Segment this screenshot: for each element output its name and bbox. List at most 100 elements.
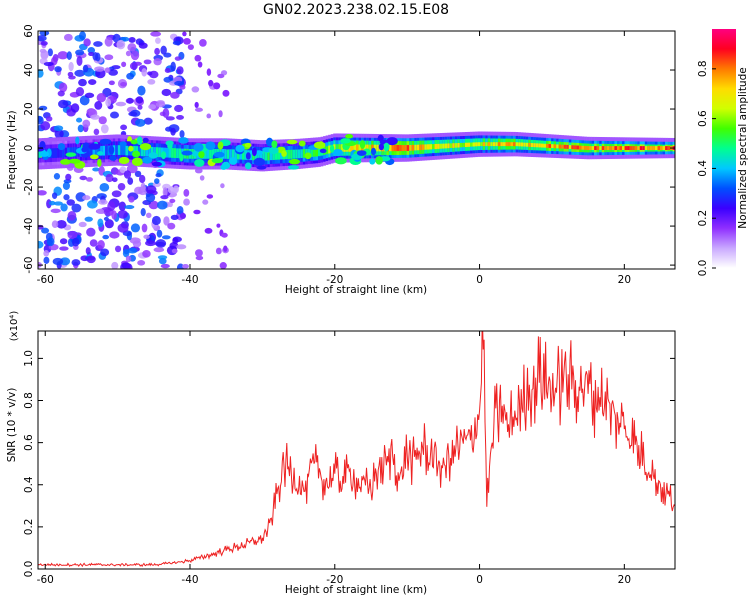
spectrogram-ridge-cell: [457, 143, 461, 148]
spectrogram-ridge-cell: [632, 146, 635, 150]
spectrogram-speckle: [157, 255, 168, 260]
spectrogram-speckle: [112, 33, 121, 43]
spectrogram-ridge-cell: [404, 145, 407, 151]
spectrogram-speckle: [160, 195, 169, 200]
spectrogram-x-tick-label: -40: [181, 274, 198, 286]
spectrogram-speckle: [176, 206, 184, 215]
snr-x-tick-label: -40: [181, 574, 198, 586]
spectrogram-speckle: [93, 128, 100, 136]
spectrogram-ridge-cell: [158, 147, 162, 158]
spectrogram-blob: [160, 151, 167, 160]
spectrogram-speckle: [67, 230, 78, 240]
spectrogram-ridge-cell: [497, 142, 501, 147]
spectrogram-blob: [228, 157, 238, 165]
spectrogram-speckle: [153, 247, 165, 253]
spectrogram-speckle: [143, 59, 152, 65]
spectrogram-speckle: [84, 92, 95, 98]
spectrogram-blob: [136, 136, 143, 146]
spectrogram-y-ticks: -60 -40 -20 0 20 40 60: [23, 24, 675, 274]
spectrogram-blob: [288, 158, 301, 165]
snr-series: [38, 331, 675, 568]
spectrogram-x-tick-label: -60: [37, 274, 54, 286]
spectrogram-speckle: [43, 256, 50, 265]
spectrogram-speckle: [92, 51, 99, 61]
spectrogram-speckle: [199, 175, 205, 181]
spectrogram-x-tick-label: 0: [476, 274, 483, 286]
spectrogram-ridge-cell: [624, 146, 628, 150]
spectrogram-speckle: [41, 227, 50, 234]
spectrogram-speckle: [58, 82, 68, 93]
spectrogram-blob: [217, 141, 224, 150]
spectrogram-y-tick-label: 40: [23, 63, 35, 76]
spectrogram-ridge-cell: [277, 150, 281, 160]
spectrogram-speckle: [130, 50, 140, 61]
spectrogram-speckle: [94, 101, 103, 110]
spectrogram-ridge-cell: [551, 144, 554, 149]
spectrogram-ridge-cell: [143, 146, 147, 157]
spectrogram-speckle: [53, 172, 61, 180]
spectrogram-ridge-cell: [295, 149, 299, 159]
spectrogram-ridge-cell: [558, 144, 562, 149]
spectrogram-speckle: [176, 244, 187, 250]
spectrogram-ridge-cell: [520, 142, 524, 147]
spectrogram-speckle: [143, 234, 150, 239]
spectrogram-speckle: [187, 44, 194, 50]
spectrogram-ridge-cell: [421, 144, 425, 150]
spectrogram-ridge-cell: [432, 144, 435, 150]
spectrogram-ridge-cell: [414, 144, 418, 151]
spectrogram-ridge-cell: [52, 148, 55, 159]
spectrogram-blob: [97, 158, 102, 168]
spectrogram-ridge-cell: [429, 144, 433, 150]
spectrogram-speckle: [82, 195, 91, 201]
spectrogram-speckle: [38, 115, 44, 125]
spectrogram-blob: [386, 137, 398, 146]
spectrogram-speckle: [79, 175, 88, 181]
spectrogram-ridge-cell: [581, 145, 585, 150]
spectrogram-speckle: [134, 170, 142, 178]
spectrogram-ridge-cell: [226, 149, 230, 159]
spectrogram-ridge-cell: [553, 144, 557, 149]
spectrogram-ridge-cell: [211, 149, 215, 159]
spectrogram-blob: [298, 140, 306, 147]
snr-x-tick-label: -20: [326, 574, 343, 586]
spectrogram-speckle: [197, 61, 203, 68]
spectrogram-blob: [109, 155, 117, 161]
spectrogram-ridge-cell: [464, 142, 468, 148]
spectrogram-ridge-cell: [627, 146, 630, 150]
spectrogram-ridge-cell: [502, 142, 506, 147]
spectrogram-speckle: [83, 38, 91, 47]
spectrogram-ridge-cell: [302, 149, 306, 158]
colorbar-tick-label: 0.4: [697, 160, 709, 177]
spectrogram-ridge-cell: [576, 145, 580, 150]
spectrogram-speckle: [79, 31, 86, 41]
spectrogram-speckle: [174, 56, 182, 61]
spectrogram-ridge-cell: [510, 142, 514, 147]
spectrogram-ridge-cell: [495, 142, 499, 147]
spectrogram-speckle: [54, 129, 64, 139]
spectrogram-ridge-cell: [115, 145, 119, 155]
spectrogram-speckle: [104, 37, 113, 47]
spectrogram-speckle: [66, 51, 72, 60]
colorbar: 0.0 0.2 0.4 0.6 0.8 Normalized spectral ampl…: [697, 29, 749, 276]
spectrogram-ridge-cell: [120, 145, 124, 156]
spectrogram-ridge-cell: [609, 146, 613, 150]
spectrogram-speckle: [183, 188, 190, 197]
spectrogram-ridge-cell: [100, 145, 103, 156]
spectrogram-speckle: [97, 218, 104, 228]
spectrogram-ridge-cell: [447, 143, 451, 149]
spectrogram-speckle: [115, 101, 127, 107]
spectrogram-speckle: [67, 71, 74, 77]
spectrogram-speckle: [97, 239, 105, 250]
spectrogram-speckle: [120, 124, 128, 131]
snr-x-ticks: -60 -40 -20 0 20: [37, 331, 631, 586]
spectrogram-ridge-cell: [348, 144, 352, 152]
spectrogram-ridge-cell: [591, 146, 595, 150]
spectrogram-speckle: [59, 238, 68, 245]
spectrogram-ridge-cell: [373, 144, 377, 152]
spectrogram-speckle: [132, 240, 142, 248]
spectrogram-speckle: [45, 116, 53, 122]
spectrogram-ridge-cell: [599, 146, 603, 150]
spectrogram-speckle: [138, 174, 146, 184]
spectrogram-blob: [213, 151, 225, 158]
spectrogram-panel: -60 -40 -20 0 20 -60 -40 -20 0 20 40 60 Height of …: [6, 24, 676, 296]
